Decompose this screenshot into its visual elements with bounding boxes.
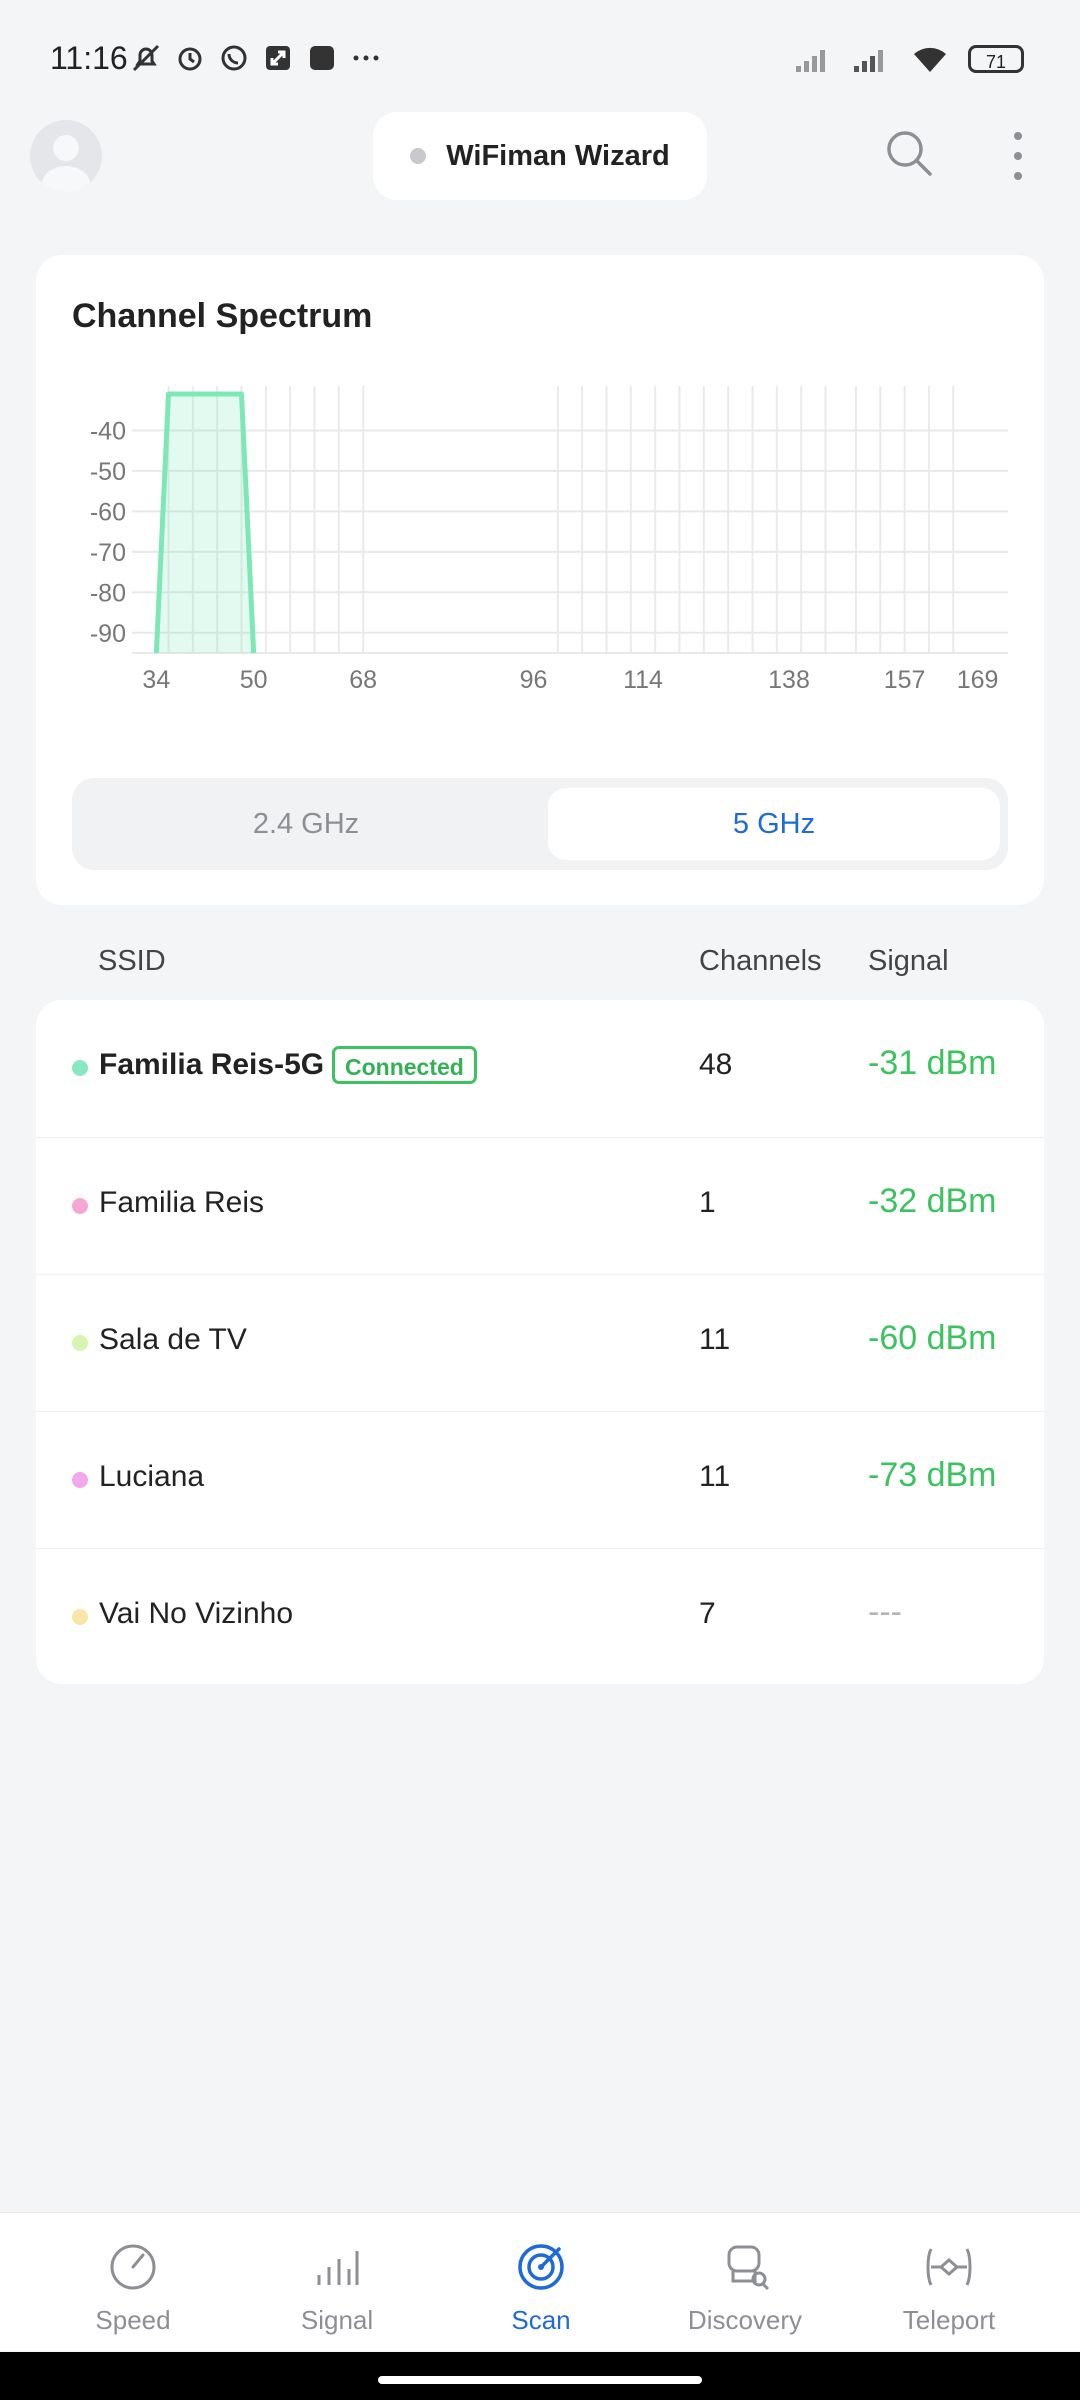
network-channel: 1 xyxy=(699,1186,716,1219)
network-channel: 11 xyxy=(699,1323,731,1356)
avatar[interactable] xyxy=(30,120,102,192)
nav-speed[interactable]: Speed xyxy=(33,2213,233,2351)
network-list: Familia Reis-5G Connected 48 -31 dBm Fam… xyxy=(36,1000,1044,1684)
x-tick-label: 34 xyxy=(142,666,170,694)
column-header-channels: Channels xyxy=(699,945,822,977)
cellular-signal-2-icon xyxy=(854,50,883,72)
x-tick-label: 138 xyxy=(768,666,810,694)
user-icon xyxy=(42,135,90,192)
connection-status-dot xyxy=(410,148,427,164)
nav-signal[interactable]: Signal xyxy=(237,2213,437,2351)
y-tick-label: -90 xyxy=(90,620,126,648)
gesture-area xyxy=(0,2352,1080,2400)
network-ssid: Familia Reis xyxy=(99,1186,265,1219)
network-color-dot xyxy=(72,1609,88,1625)
column-header-ssid: SSID xyxy=(98,945,166,977)
column-header-signal: Signal xyxy=(868,945,949,977)
x-tick-label: 50 xyxy=(240,666,268,694)
network-color-dot xyxy=(72,1060,88,1076)
list-item[interactable]: Luciana 11 -73 dBm xyxy=(36,1411,1044,1549)
network-signal: -73 dBm xyxy=(868,1456,997,1494)
spectrum-line xyxy=(153,391,257,654)
network-signal: --- xyxy=(868,1593,902,1631)
bottom-navigation: Speed Signal Scan Discovery Teleport xyxy=(0,2212,1080,2351)
network-ssid: Luciana xyxy=(99,1460,205,1493)
spectrum-area xyxy=(156,394,254,653)
y-tick-label: -70 xyxy=(90,539,126,567)
list-item[interactable]: Familia Reis 1 -32 dBm xyxy=(36,1137,1044,1275)
teleport-icon xyxy=(926,2248,972,2286)
network-ssid: Sala de TV xyxy=(99,1323,247,1356)
channel-spectrum-chart: -40 -50 -60 -70 -80 -90 34 50 68 96 114 138 157 169 xyxy=(90,386,1008,694)
y-tick-label: -40 xyxy=(90,417,126,445)
wizard-title: WiFiman Wizard xyxy=(446,139,670,172)
list-item[interactable]: Familia Reis-5G Connected 48 -31 dBm xyxy=(36,1000,1044,1137)
band-2-4ghz-tab[interactable]: 2.4 GHz xyxy=(252,808,360,840)
nav-discovery[interactable]: Discovery xyxy=(645,2213,845,2351)
notification-icons xyxy=(130,42,382,74)
channel-spectrum-card: Channel Spectrum -40 -50 -60 -70 -80 -90 34 50 6… xyxy=(36,255,1044,905)
network-signal: -60 dBm xyxy=(868,1319,997,1357)
list-item[interactable]: Sala de TV 11 -60 dBm xyxy=(36,1274,1044,1412)
x-tick-label: 157 xyxy=(884,666,926,694)
network-color-dot xyxy=(72,1472,88,1488)
network-channel: 48 xyxy=(699,1048,733,1081)
more-vertical-icon[interactable] xyxy=(1000,128,1036,184)
x-tick-label: 68 xyxy=(349,666,377,694)
discovery-icon xyxy=(727,2245,770,2291)
nav-label: Teleport xyxy=(902,2305,996,2335)
network-channel: 11 xyxy=(699,1460,731,1493)
x-tick-label: 96 xyxy=(520,666,548,694)
nav-label: Discovery xyxy=(687,2305,803,2335)
system-icons: 71 xyxy=(794,44,1024,74)
y-tick-label: -80 xyxy=(90,579,126,607)
nav-teleport[interactable]: Teleport xyxy=(849,2213,1049,2351)
nav-scan[interactable]: Scan xyxy=(441,2213,641,2351)
band-toggle: 2.4 GHz 5 GHz xyxy=(72,778,1008,870)
nav-label: Scan xyxy=(511,2305,571,2335)
band-5ghz-tab[interactable]: 5 GHz xyxy=(548,788,1000,860)
list-item[interactable]: Vai No Vizinho 7 --- xyxy=(36,1548,1044,1686)
scan-icon xyxy=(518,2244,564,2290)
network-color-dot xyxy=(72,1335,88,1351)
nav-label: Speed xyxy=(95,2305,171,2335)
wifiman-wizard-button[interactable]: WiFiman Wizard xyxy=(373,112,707,200)
network-ssid: Familia Reis-5G xyxy=(99,1048,325,1081)
wifi-icon xyxy=(914,47,946,72)
network-signal: -32 dBm xyxy=(868,1182,997,1220)
battery-indicator: 71 xyxy=(968,45,1024,73)
y-tick-label: -60 xyxy=(90,498,126,526)
x-tick-label: 169 xyxy=(957,666,999,694)
x-tick-label: 114 xyxy=(623,666,663,694)
card-title: Channel Spectrum xyxy=(72,297,373,335)
app-icon xyxy=(310,46,334,70)
network-ssid: Vai No Vizinho xyxy=(99,1597,294,1630)
search-icon[interactable] xyxy=(884,128,934,178)
whatsapp-icon xyxy=(221,45,247,71)
home-gesture-bar[interactable] xyxy=(378,2376,702,2384)
network-signal: -31 dBm xyxy=(868,1044,997,1082)
cellular-signal-icon xyxy=(796,50,825,72)
network-channel: 7 xyxy=(699,1597,716,1630)
speed-icon xyxy=(110,2244,156,2290)
mute-icon xyxy=(132,44,160,72)
more-notifications-icon xyxy=(353,55,379,61)
alarm-icon xyxy=(178,47,202,71)
network-color-dot xyxy=(72,1198,88,1214)
sync-icon xyxy=(266,46,290,70)
connected-badge: Connected xyxy=(332,1046,477,1084)
nav-label: Signal xyxy=(300,2305,374,2335)
signal-icon xyxy=(317,2251,359,2285)
y-tick-label: -50 xyxy=(90,458,126,486)
status-bar: 11:16 71 xyxy=(0,0,1080,120)
status-time: 11:16 xyxy=(50,40,128,76)
